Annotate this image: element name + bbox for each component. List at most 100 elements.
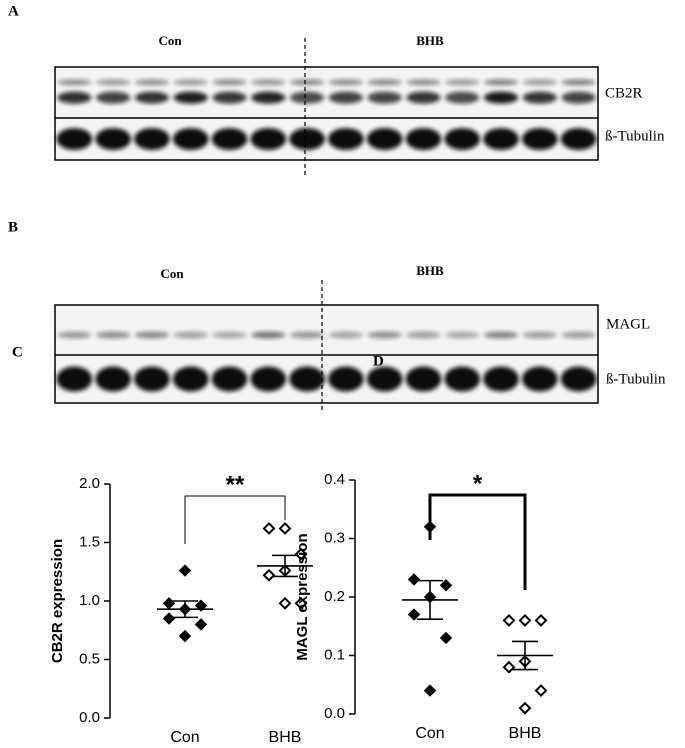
blot-band (290, 91, 325, 104)
data-point (534, 684, 548, 698)
blot-band (445, 91, 480, 104)
y-tick-label: 1.5 (79, 533, 100, 550)
charts: C 0.0 0.5 1.0 1.5 2.0 CB2R expression Con BHB ** D… (12, 344, 553, 746)
blot-frame (54, 304, 599, 404)
blot-band (406, 91, 441, 104)
blot-band (522, 91, 557, 104)
y-tick-label: 1.0 (79, 592, 100, 609)
group-label: Con (158, 33, 182, 48)
significance-bracket (184, 495, 286, 544)
blot-band (134, 79, 170, 86)
blot-band (290, 331, 325, 339)
panel-label: B (8, 219, 18, 235)
blot-band (212, 91, 247, 104)
blot-band (522, 79, 557, 86)
y-tick-label: 0.0 (79, 709, 100, 726)
data-point (518, 701, 532, 715)
band-label: ß-Tubulin (606, 371, 666, 387)
x-tick-label: Con (170, 729, 199, 746)
blot-band (560, 128, 597, 150)
data-point (407, 608, 421, 621)
blot-band (561, 91, 596, 104)
data-point (278, 522, 292, 535)
blot-band (251, 331, 286, 339)
blot-band (405, 128, 442, 150)
data-point (423, 684, 437, 697)
blot-band (172, 128, 209, 150)
data-point (439, 579, 453, 592)
blot-band (134, 91, 170, 104)
blot-band (173, 91, 208, 104)
data-point (178, 629, 192, 643)
panel-label: C (12, 344, 23, 360)
data-point (439, 631, 453, 645)
blot-band (134, 128, 170, 150)
group-label: BHB (416, 33, 444, 48)
band-label: CB2R (605, 85, 643, 101)
blot-band (367, 331, 402, 339)
blot-band (56, 366, 93, 392)
y-tick-label: 2.0 (79, 475, 100, 492)
significance-label: * (473, 470, 483, 497)
blot-band (95, 128, 132, 150)
blot-band (57, 79, 92, 86)
data-point (162, 612, 176, 625)
blot-band (445, 79, 480, 86)
blot-band (212, 79, 247, 86)
blot-band (250, 128, 287, 150)
blot-band (173, 331, 208, 339)
blot-band (406, 331, 441, 339)
data-point (407, 573, 421, 586)
data-point (278, 596, 292, 610)
band-label: MAGL (606, 316, 650, 332)
data-point (502, 613, 516, 627)
blot-band (212, 331, 247, 339)
blot-band (57, 91, 92, 104)
blot-band (445, 331, 480, 339)
y-tick-label: 0.1 (324, 646, 345, 663)
blot-band (483, 366, 519, 392)
data-point (262, 522, 276, 535)
blot-band (328, 91, 363, 104)
blot-band (367, 91, 402, 104)
data-point (294, 547, 308, 561)
blot-band (96, 91, 131, 104)
data-point (178, 564, 192, 577)
blot-band (134, 331, 170, 339)
blot-band (328, 331, 363, 339)
blot-band (561, 331, 596, 339)
y-tick-label: 0.4 (324, 471, 345, 488)
blot-band (366, 366, 403, 392)
y-axis-label: CB2R expression (49, 539, 66, 663)
blot-band (367, 79, 402, 86)
blot-band (521, 366, 558, 392)
blot-band (290, 79, 325, 86)
blot-band (405, 366, 442, 392)
blot-band (96, 79, 131, 86)
data-point (534, 613, 548, 627)
blot-band (251, 91, 286, 104)
blot-band (561, 79, 596, 86)
blot-band (328, 128, 364, 150)
y-axis-label: MAGL expression (294, 533, 311, 660)
blot-band (289, 128, 325, 150)
blot-band (56, 128, 93, 150)
data-point (262, 568, 276, 582)
data-point (502, 660, 516, 674)
y-tick-label: 0.5 (79, 650, 100, 667)
panel-label: D (373, 353, 384, 369)
band-label: ß-Tubulin (605, 128, 665, 144)
y-tick-label: 0.3 (324, 529, 345, 546)
x-tick-label: BHB (269, 729, 302, 746)
group-label: Con (160, 266, 184, 281)
blot-band (444, 366, 481, 392)
significance-bracket (428, 493, 527, 590)
blot-band (95, 366, 132, 392)
blot-band (406, 79, 441, 86)
blot-band (211, 366, 248, 392)
data-point (162, 597, 176, 610)
blots (54, 38, 599, 410)
blot-band (483, 79, 519, 86)
blot-band (96, 331, 131, 339)
blot-band (173, 79, 208, 86)
